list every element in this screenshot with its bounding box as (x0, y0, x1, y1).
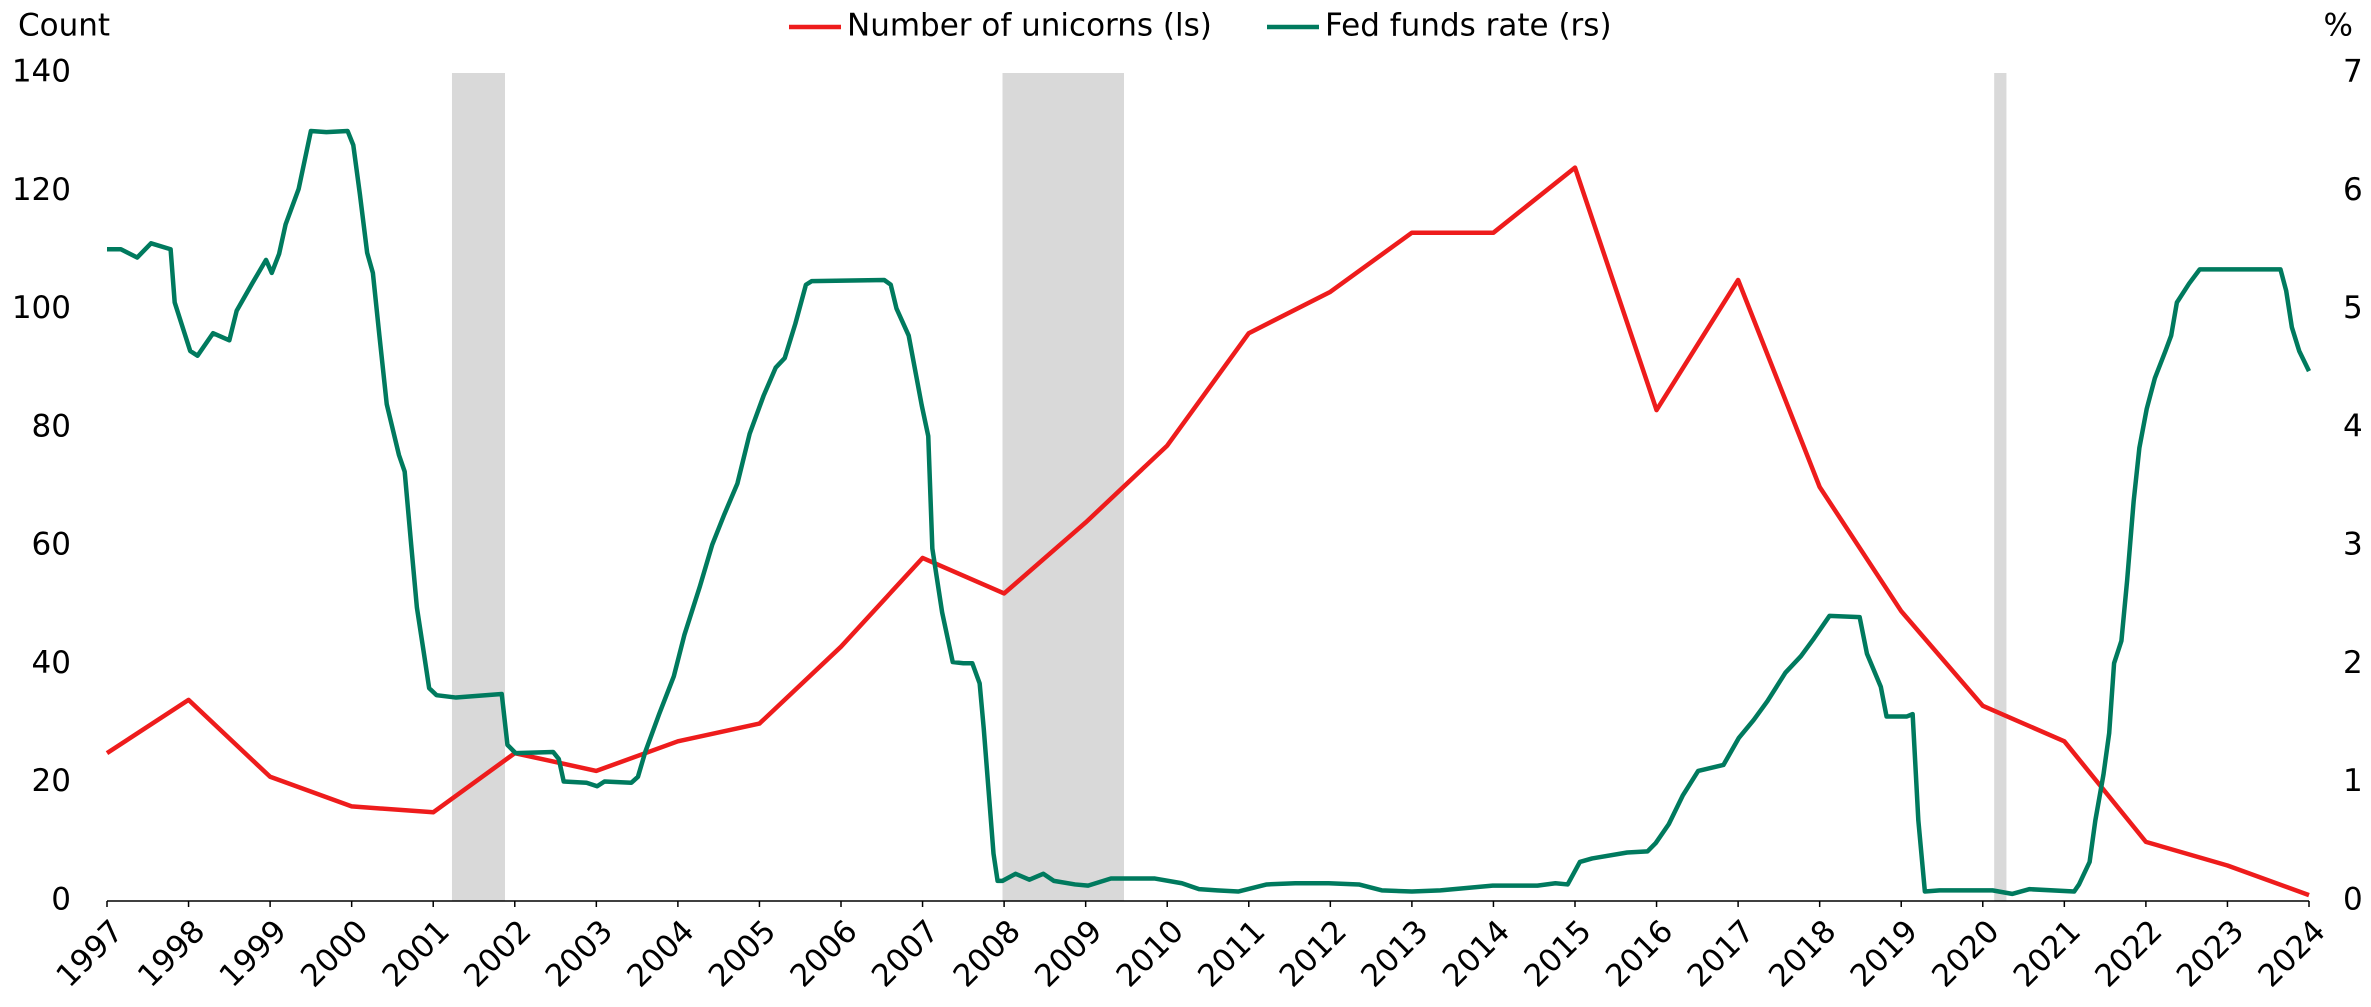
y2-tick-label: 7 (2343, 54, 2363, 90)
x-tick-label: 2021 (2007, 913, 2088, 994)
x-tick-label: 2008 (947, 913, 1028, 994)
legend-label: Number of unicorns (ls) (847, 8, 1212, 44)
legend-label: Fed funds rate (rs) (1325, 8, 1612, 44)
recession-shade (1002, 73, 1124, 901)
x-tick-label: 1998 (131, 913, 212, 994)
y2-tick-label: 2 (2343, 645, 2363, 681)
x-tick-label: 2019 (1844, 913, 1925, 994)
x-tick-label: 2001 (376, 913, 457, 994)
y-tick-label: 140 (12, 54, 71, 90)
x-tick-label: 2003 (539, 913, 620, 994)
x-tick-label: 2002 (457, 913, 538, 994)
shading-layer (451, 73, 2007, 901)
x-tick-label: 2020 (1925, 913, 2006, 994)
x-tick-label: 2018 (1762, 913, 1843, 994)
series-line (105, 165, 2310, 898)
recession-shade (451, 73, 505, 901)
x-tick-label: 2017 (1681, 913, 1762, 994)
x-tick-label: 2004 (620, 913, 701, 994)
x-tick-label: 2000 (294, 913, 375, 994)
y-tick-label: 120 (12, 172, 71, 208)
y2-tick-label: 4 (2343, 408, 2363, 444)
x-tick-label: 2016 (1599, 913, 1680, 994)
y2-tick-label: 6 (2343, 172, 2363, 208)
x-tick-label: 2005 (702, 913, 783, 994)
y2-tick-label: 0 (2343, 882, 2363, 918)
y2-tick-label: 5 (2343, 290, 2363, 326)
y2-tick-label: 3 (2343, 527, 2363, 563)
y-tick-label: 60 (32, 527, 71, 563)
x-tick-label: 1997 (49, 913, 130, 994)
y-tick-label: 80 (32, 408, 71, 444)
x-tick-label: 2007 (865, 913, 946, 994)
y-axis-label: Count (18, 8, 110, 44)
x-tick-label: 2009 (1028, 913, 1109, 994)
x-tick-label: 1999 (213, 913, 294, 994)
x-tick-label: 2013 (1354, 913, 1435, 994)
y-tick-label: 20 (32, 763, 71, 799)
y-tick-label: 0 (51, 882, 71, 918)
x-tick-label: 2012 (1273, 913, 1354, 994)
x-tick-label: 2014 (1436, 913, 1517, 994)
y2-tick-label: 1 (2343, 763, 2363, 799)
x-tick-label: 2006 (783, 913, 864, 994)
recession-shade (1994, 73, 2007, 901)
x-tick-label: 2011 (1191, 913, 1272, 994)
x-tick-label: 2022 (2088, 913, 2169, 994)
y2-axis-label: % (2324, 8, 2353, 44)
y-tick-label: 40 (32, 645, 71, 681)
x-tick-label: 2023 (2170, 913, 2251, 994)
series-line (107, 128, 2312, 897)
y-tick-label: 100 (12, 290, 71, 326)
x-tick-label: 2015 (1517, 913, 1598, 994)
x-tick-label: 2010 (1110, 913, 1191, 994)
x-tick-label: 2024 (2251, 913, 2332, 994)
